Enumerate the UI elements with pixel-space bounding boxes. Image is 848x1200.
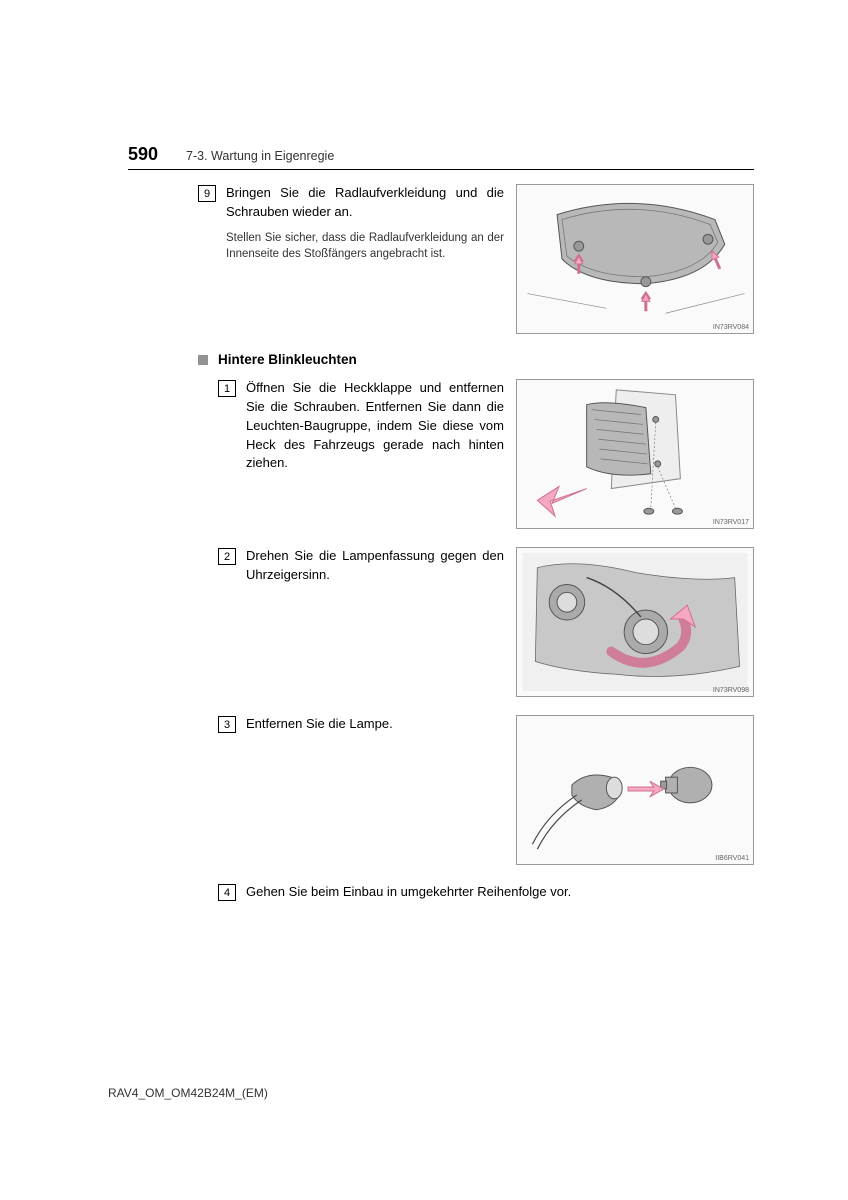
step-text: Drehen Sie die Lampenfassung gegen den U… <box>246 547 504 697</box>
step-number: 3 <box>218 716 236 733</box>
step-text: Bringen Sie die Radlaufverkleidung und d… <box>226 184 504 334</box>
figure-bulb-socket: IN73RV098 <box>516 547 754 697</box>
sub-content: 1 Öffnen Sie die Heckklappe und entferne… <box>198 379 754 902</box>
step-body: Gehen Sie beim Einbau in umgekehrter Rei… <box>246 883 754 902</box>
figure-id: IN73RV098 <box>713 687 749 694</box>
step-number: 9 <box>198 185 216 202</box>
step-number: 1 <box>218 380 236 397</box>
content-area: 9 Bringen Sie die Radlaufverkleidung und… <box>128 184 754 902</box>
page-header: 590 7-3. Wartung in Eigenregie <box>128 144 754 170</box>
figure-id: IN73RV084 <box>713 324 749 331</box>
step-3: 3 Entfernen Sie die Lampe. <box>218 715 754 865</box>
footer-code: RAV4_OM_OM42B24M_(EM) <box>108 1086 268 1100</box>
square-bullet-icon <box>198 355 208 365</box>
step-1: 1 Öffnen Sie die Heckklappe und entferne… <box>218 379 754 529</box>
diagram-socket-icon <box>517 548 753 696</box>
step-text: Gehen Sie beim Einbau in umgekehrter Rei… <box>246 883 754 902</box>
step-number: 4 <box>218 884 236 901</box>
page-number: 590 <box>128 144 158 165</box>
step-body: Entfernen Sie die Lampe. <box>246 715 754 865</box>
diagram-bulb-icon <box>517 716 753 864</box>
step-9: 9 Bringen Sie die Radlaufverkleidung und… <box>198 184 754 334</box>
subheading: Hintere Blinkleuchten <box>218 352 357 367</box>
step-text-main: Bringen Sie die Radlaufverkleidung und d… <box>226 185 504 219</box>
step-body: Bringen Sie die Radlaufverkleidung und d… <box>226 184 754 334</box>
step-4: 4 Gehen Sie beim Einbau in umgekehrter R… <box>218 883 754 902</box>
step-number: 2 <box>218 548 236 565</box>
step-text-sub: Stellen Sie sicher, dass die Radlaufverk… <box>226 230 504 262</box>
figure-id: IN73RV017 <box>713 519 749 526</box>
diagram-wheel-liner-icon <box>517 185 753 333</box>
step-text: Öffnen Sie die Heckklappe und entfernen … <box>246 379 504 529</box>
step-body: Drehen Sie die Lampenfassung gegen den U… <box>246 547 754 697</box>
subheading-row: Hintere Blinkleuchten <box>198 352 754 367</box>
step-2: 2 Drehen Sie die Lampenfassung gegen den… <box>218 547 754 697</box>
page: 590 7-3. Wartung in Eigenregie 9 Bringen… <box>0 0 848 902</box>
figure-bulb-remove: IIB6RV041 <box>516 715 754 865</box>
step-text: Entfernen Sie die Lampe. <box>246 715 504 865</box>
section-path: 7-3. Wartung in Eigenregie <box>186 149 334 163</box>
step-body: Öffnen Sie die Heckklappe und entfernen … <box>246 379 754 529</box>
figure-tail-light-remove: IN73RV017 <box>516 379 754 529</box>
figure-wheel-liner: IN73RV084 <box>516 184 754 334</box>
figure-id: IIB6RV041 <box>715 855 749 862</box>
diagram-tail-light-icon <box>517 380 753 528</box>
